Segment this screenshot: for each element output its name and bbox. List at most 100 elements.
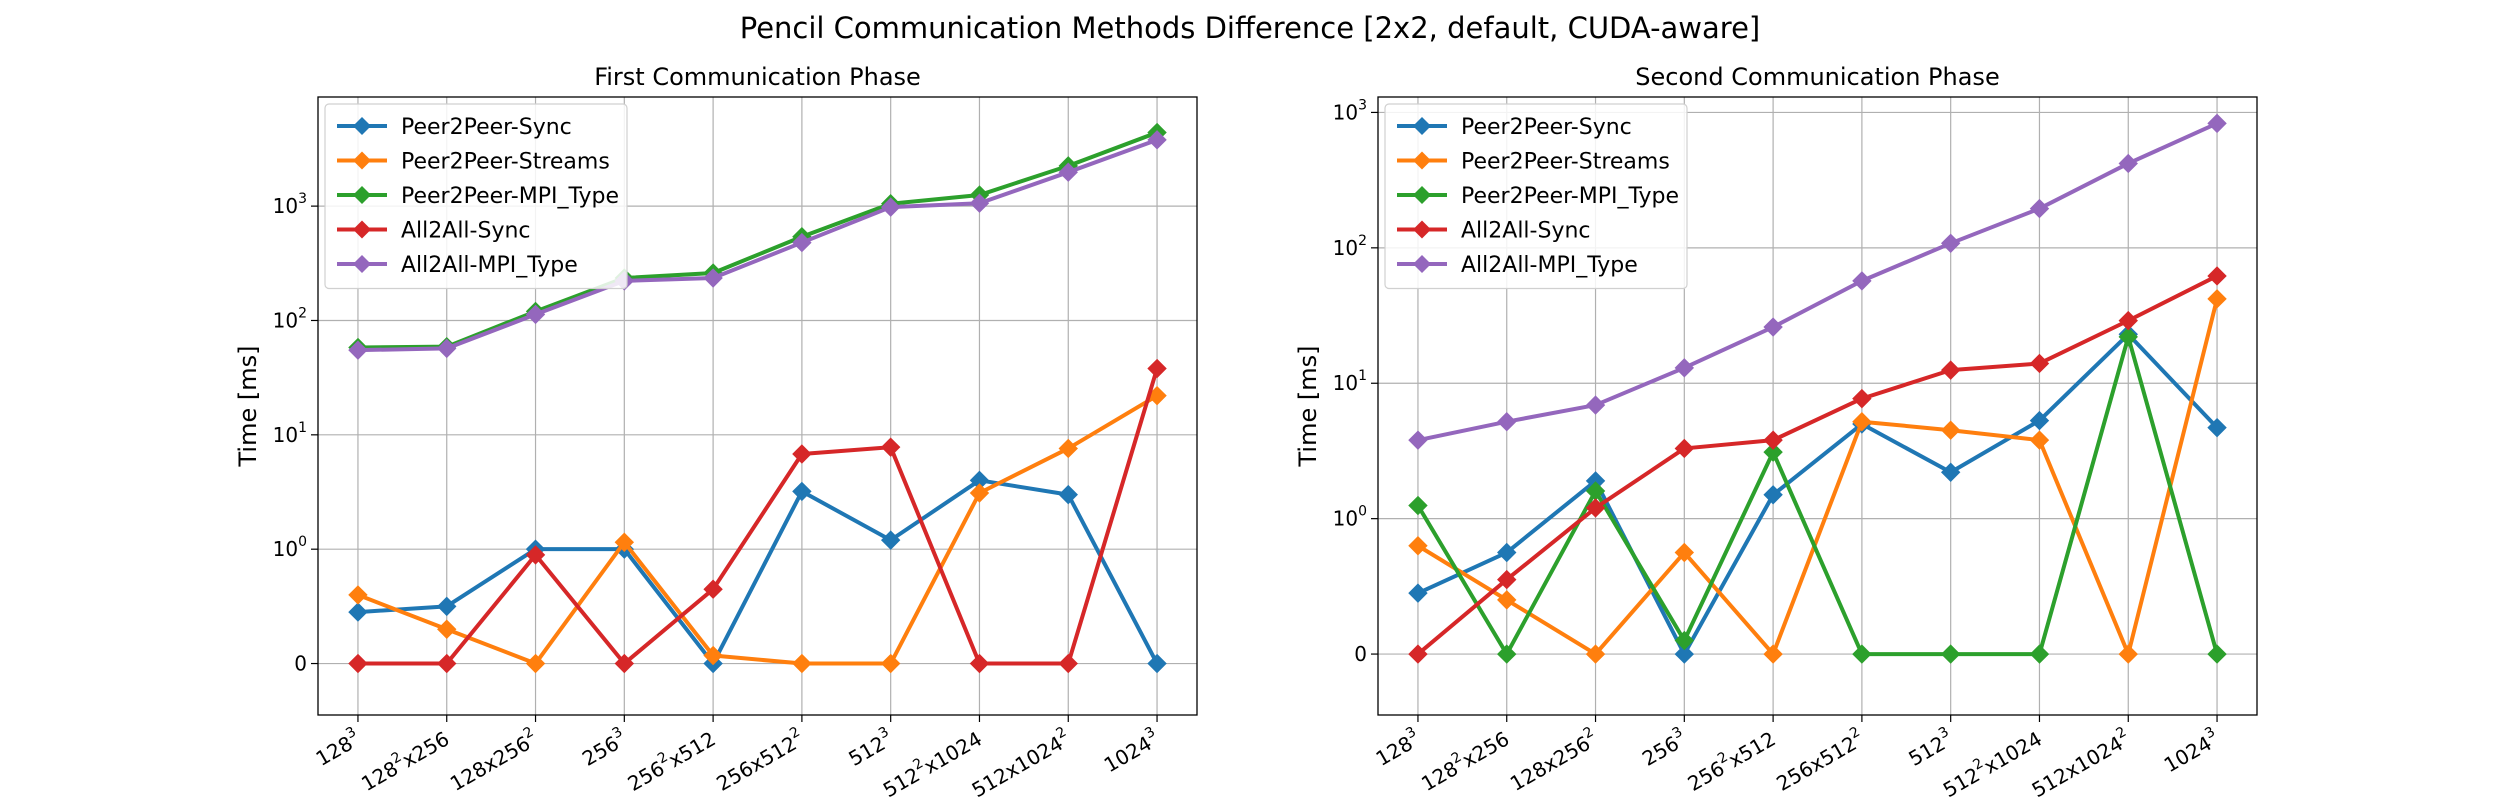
legend-label: Peer2Peer-Sync <box>1461 115 1632 140</box>
legend-marker <box>1413 186 1431 204</box>
data-point <box>2207 417 2227 438</box>
series-line <box>357 393 1159 666</box>
data-point <box>2029 410 2050 431</box>
data-point <box>2118 644 2138 664</box>
data-point <box>1408 583 1428 603</box>
data-point <box>1147 130 1167 150</box>
data-point <box>1497 590 1517 610</box>
series-all2all-sync <box>1408 266 2227 664</box>
data-point <box>1497 644 1517 664</box>
legend-marker <box>1413 117 1431 135</box>
data-point <box>348 340 368 360</box>
data-point <box>437 338 457 359</box>
data-point <box>1585 395 1606 415</box>
series-line <box>1416 298 2219 657</box>
data-point <box>880 530 901 550</box>
data-point <box>969 483 990 503</box>
legend-label: Peer2Peer-Streams <box>1461 150 1670 175</box>
y-tick-label: 100 <box>1333 504 1367 531</box>
legend-marker <box>1413 255 1431 273</box>
legend: Peer2Peer-Sync Peer2Peer-Streams Peer2Peer… <box>324 103 628 290</box>
data-point <box>1763 644 1783 664</box>
subplot-title: Second Communication Phase <box>1635 63 1999 91</box>
legend-box <box>324 103 628 290</box>
data-point <box>1940 360 1961 380</box>
series-line <box>1416 334 2219 657</box>
data-point <box>1674 438 1695 459</box>
data-point <box>1940 462 1961 482</box>
data-point <box>969 193 990 213</box>
data-point <box>1585 498 1606 518</box>
data-point <box>1674 644 1695 664</box>
series-line <box>357 367 1159 666</box>
data-point <box>1763 442 1783 462</box>
legend-entry: All2All-Sync <box>1397 219 1591 244</box>
data-point <box>1674 630 1695 651</box>
data-point <box>792 653 812 674</box>
series-all2all-mpi-type <box>1408 113 2227 450</box>
data-point <box>880 653 901 674</box>
data-point <box>2029 430 2050 450</box>
legend-entry: All2All-MPI_Type <box>1397 253 1638 278</box>
series-line <box>1416 274 2218 656</box>
data-point <box>1408 644 1428 664</box>
series-line <box>357 130 1158 350</box>
series-peer2peer-mpi-type <box>1408 327 2227 664</box>
data-point <box>703 645 723 666</box>
data-point <box>2118 327 2138 347</box>
y-tick-label: 100 <box>273 534 307 561</box>
data-point <box>1763 317 1783 337</box>
data-point <box>1852 271 1872 291</box>
legend-label: Peer2Peer-Streams <box>401 150 610 175</box>
data-point <box>2207 644 2227 664</box>
legend-marker <box>353 255 371 273</box>
data-point <box>2207 289 2227 309</box>
data-point <box>1940 233 1961 254</box>
data-point <box>614 653 635 674</box>
y-axis-label: Time [ms] <box>234 346 262 468</box>
data-point <box>437 619 457 639</box>
legend-entry: Peer2Peer-Streams <box>337 150 610 175</box>
data-point <box>1497 542 1517 563</box>
legend-label: Peer2Peer-Sync <box>401 115 572 140</box>
y-tick-label: 102 <box>273 305 307 332</box>
legend-label: Peer2Peer-MPI_Type <box>1461 184 1679 209</box>
data-point <box>1147 653 1167 674</box>
y-axis-label: Time [ms] <box>1294 346 1322 468</box>
legend-marker <box>1413 220 1431 239</box>
data-point <box>1940 644 1961 664</box>
data-point <box>1763 430 1783 450</box>
data-point <box>348 602 368 622</box>
data-point <box>1674 542 1695 563</box>
data-point <box>1852 388 1872 409</box>
data-point <box>614 532 635 552</box>
y-tick-label: 0 <box>294 652 307 676</box>
legend-marker <box>353 220 371 239</box>
y-tick-label: 103 <box>273 191 307 218</box>
series-peer2peer-streams <box>1408 289 2227 664</box>
data-point <box>1147 358 1167 379</box>
data-point <box>792 444 812 464</box>
series-all2all-mpi-type <box>348 130 1167 360</box>
legend-marker <box>1413 151 1431 170</box>
data-point <box>880 437 901 457</box>
data-point <box>2207 113 2227 134</box>
series-line <box>1417 332 2219 657</box>
data-point <box>969 653 990 674</box>
data-point <box>1058 162 1078 182</box>
legend-entry: Peer2Peer-MPI_Type <box>337 184 619 209</box>
legend-entry: All2All-Sync <box>337 219 531 244</box>
data-point <box>1674 358 1695 378</box>
subplot-title: First Communication Phase <box>594 63 921 91</box>
figure-title: Pencil Communication Methods Difference … <box>740 11 1761 45</box>
subplot-first-communication-phase: First Communication Phase010010110210312… <box>234 63 1198 800</box>
data-point <box>2118 153 2138 174</box>
data-point <box>1408 495 1428 516</box>
series-line <box>1417 121 2218 443</box>
legend-marker <box>353 186 371 204</box>
legend-marker <box>353 151 371 170</box>
data-point <box>1058 438 1078 459</box>
data-point <box>437 596 457 617</box>
data-point <box>2029 198 2050 219</box>
